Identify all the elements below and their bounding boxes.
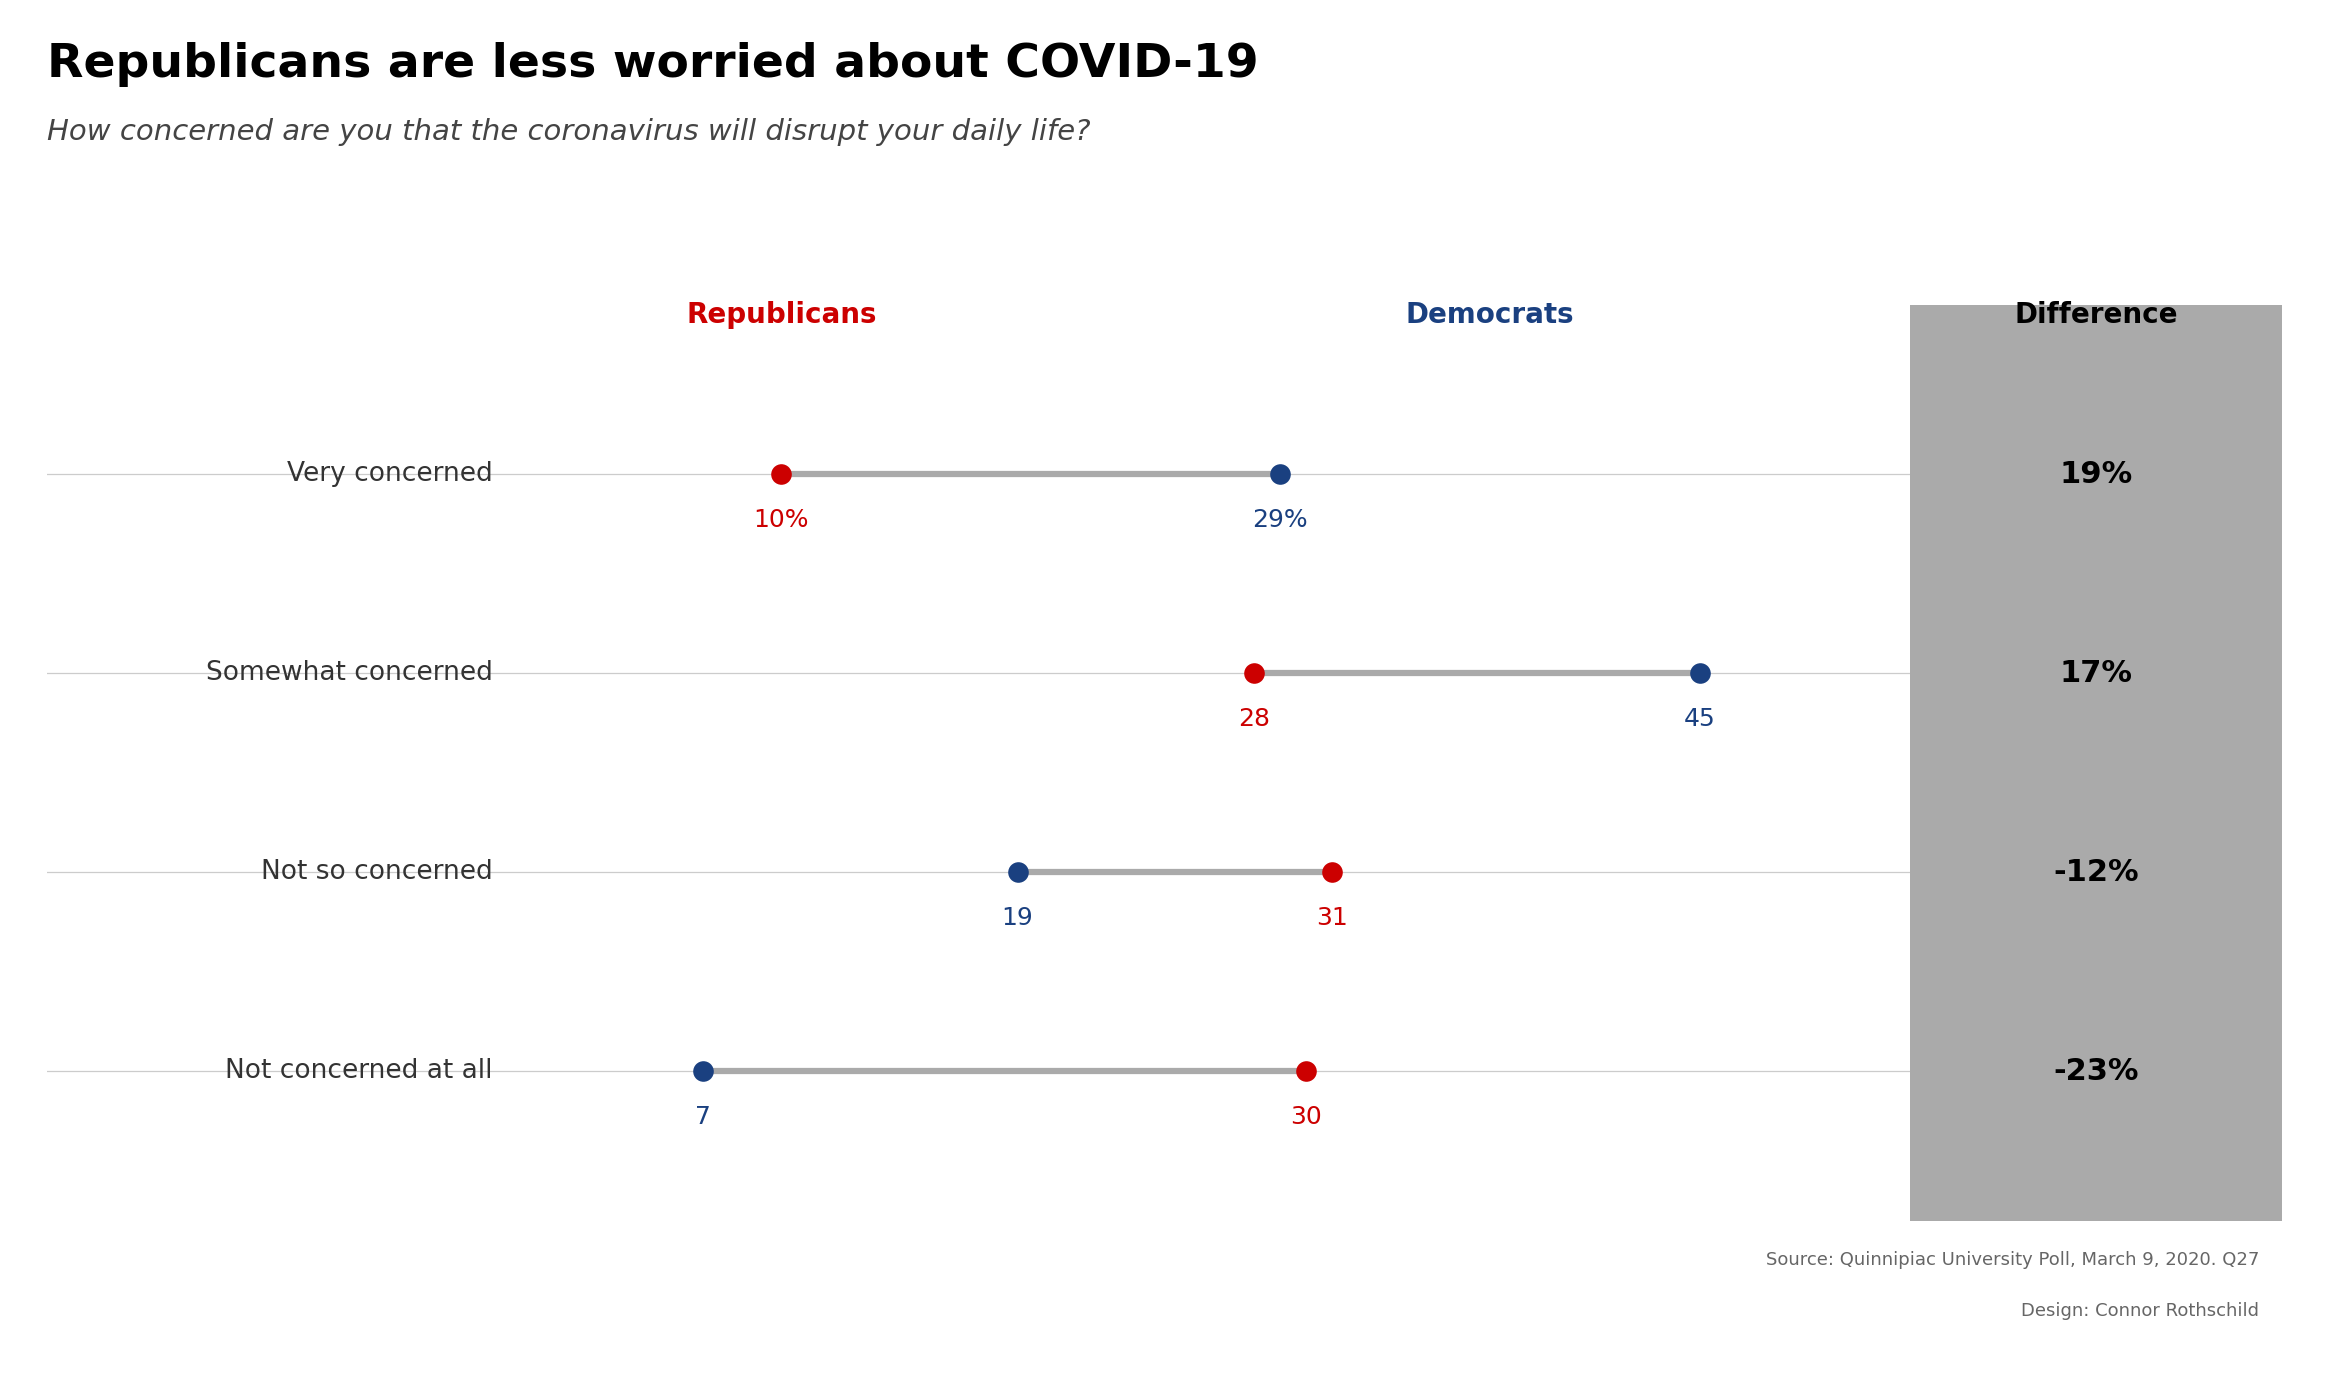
Text: 19: 19	[1001, 906, 1034, 931]
Point	[685, 1060, 722, 1082]
Point	[999, 861, 1036, 884]
Text: Very concerned: Very concerned	[286, 462, 494, 487]
Text: 28: 28	[1237, 707, 1269, 731]
Text: Not so concerned: Not so concerned	[261, 860, 494, 885]
Text: Difference: Difference	[2015, 301, 2178, 329]
Text: Source: Quinnipiac University Poll, March 9, 2020. Q27: Source: Quinnipiac University Poll, Marc…	[1765, 1251, 2259, 1269]
Point	[1234, 662, 1272, 684]
Point	[1314, 861, 1351, 884]
Text: Somewhat concerned: Somewhat concerned	[205, 660, 494, 687]
Text: How concerned are you that the coronavirus will disrupt your daily life?: How concerned are you that the coronavir…	[47, 118, 1090, 146]
Point	[1682, 662, 1719, 684]
Text: 7: 7	[694, 1105, 710, 1129]
Point	[762, 463, 799, 485]
Text: Democrats: Democrats	[1407, 301, 1574, 329]
Text: 45: 45	[1684, 707, 1716, 731]
Text: 17%: 17%	[2059, 659, 2133, 688]
Text: 19%: 19%	[2059, 460, 2133, 488]
Point	[1262, 463, 1300, 485]
Text: -12%: -12%	[2054, 857, 2138, 886]
Text: Republicans are less worried about COVID-19: Republicans are less worried about COVID…	[47, 42, 1258, 86]
Text: 10%: 10%	[755, 508, 808, 533]
Text: Not concerned at all: Not concerned at all	[226, 1058, 494, 1085]
Text: 30: 30	[1290, 1105, 1323, 1129]
Text: -23%: -23%	[2054, 1057, 2138, 1086]
Text: 29%: 29%	[1253, 508, 1309, 533]
Text: Republicans: Republicans	[687, 301, 876, 329]
Text: 31: 31	[1316, 906, 1348, 931]
Text: Design: Connor Rothschild: Design: Connor Rothschild	[2022, 1302, 2259, 1320]
Point	[1288, 1060, 1325, 1082]
